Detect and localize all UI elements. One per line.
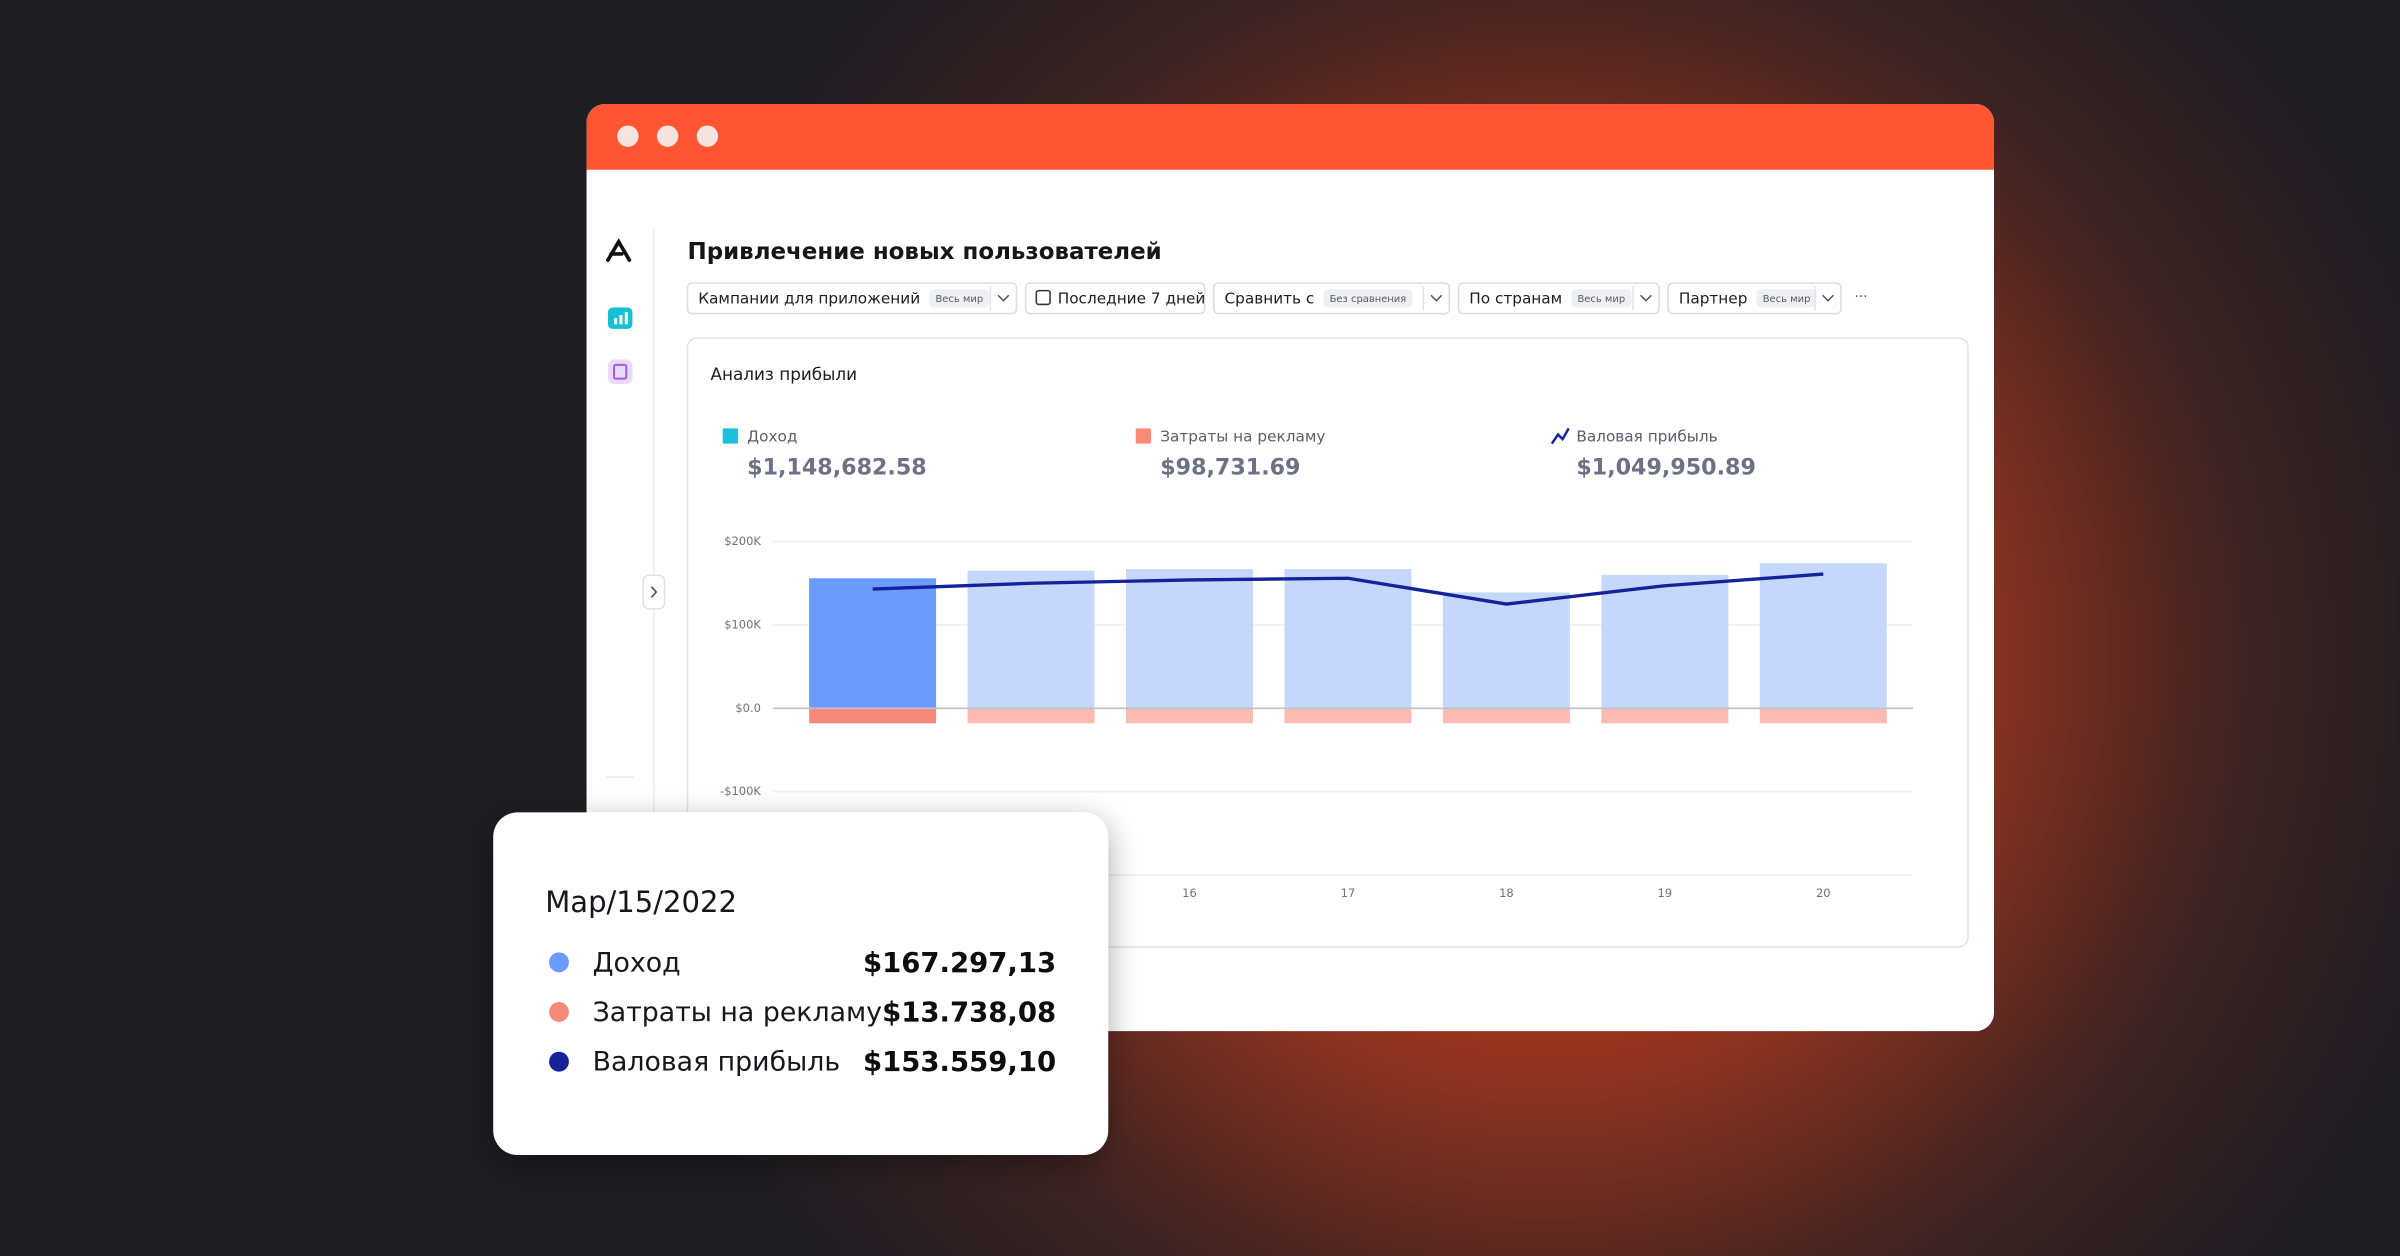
legend-line-icon <box>1550 427 1570 445</box>
chevron <box>1640 294 1652 302</box>
title-bar <box>586 104 1994 170</box>
tooltip-value: $167.297,13 <box>863 947 1056 979</box>
filter-label: По странам <box>1469 290 1562 308</box>
legend-swatch <box>722 428 738 444</box>
tooltip-dot <box>549 1051 569 1072</box>
filter-badge-text: Весь мир <box>1578 294 1626 305</box>
filter-label: Партнер <box>1679 290 1748 308</box>
y-tick-label: -$100K <box>720 784 761 798</box>
chevron <box>1822 294 1834 302</box>
tooltip-value: $13.738,08 <box>882 997 1056 1029</box>
bar[interactable] <box>1284 708 1412 724</box>
bar[interactable] <box>1442 708 1570 724</box>
icon-detail <box>619 315 623 325</box>
legend-total: $98,731.69 <box>1160 455 1300 481</box>
tooltip-value: $153.559,10 <box>863 1046 1056 1078</box>
window-dot[interactable] <box>696 125 719 147</box>
bar[interactable] <box>1759 708 1887 724</box>
tooltip-dot <box>549 1002 569 1022</box>
filter-badge <box>929 289 990 308</box>
filter-badge <box>1756 289 1817 308</box>
more-button[interactable]: ··· <box>1854 289 1867 305</box>
tooltip-name: Валовая прибыль <box>593 1047 840 1078</box>
filter-dropdown[interactable]: Партнер Весь мир <box>1667 282 1842 315</box>
page-title: Привлечение новых пользователей <box>688 239 1162 265</box>
logo[interactable] <box>606 238 632 262</box>
filter-label: Последние 7 дней <box>1058 290 1206 308</box>
chevron <box>650 586 658 598</box>
legend-total: $1,049,950.89 <box>1576 455 1756 481</box>
bar[interactable] <box>1442 592 1570 709</box>
sidebar-icon-reports[interactable] <box>607 359 633 384</box>
tooltip-date: Мар/15/2022 <box>545 885 737 919</box>
filter-badge-text: Весь мир <box>935 294 983 305</box>
bar[interactable] <box>1126 708 1253 724</box>
tooltip-dot <box>549 952 569 973</box>
tooltip-card <box>493 812 1109 1156</box>
y-tick-label: $0.0 <box>735 701 761 715</box>
filter-label: Кампании для приложений <box>698 290 920 308</box>
bar[interactable] <box>1601 708 1729 724</box>
bar[interactable] <box>809 708 937 724</box>
legend-label: Валовая прибыль <box>1576 427 1717 445</box>
bar[interactable] <box>1601 574 1729 709</box>
sidebar-toggle[interactable] <box>642 574 666 610</box>
icon-detail <box>613 363 628 380</box>
x-tick-label: 19 <box>1658 886 1673 900</box>
bar[interactable] <box>967 570 1095 709</box>
x-tick-label: 18 <box>1499 886 1514 900</box>
legend-label: Затраты на рекламу <box>1160 427 1325 445</box>
calendar-icon <box>1035 289 1051 306</box>
icon-detail <box>614 318 618 325</box>
tooltip: Мар/15/2022 Доход $167.297,13 Затраты на ре… <box>493 812 1109 1156</box>
y-tick-label: $100K <box>724 617 761 631</box>
filter-dropdown[interactable]: По странам Весь мир <box>1457 282 1660 315</box>
legend-label: Доход <box>747 427 797 445</box>
profit-line <box>872 572 1824 606</box>
tooltip-name: Затраты на рекламу <box>593 997 883 1028</box>
filter-badge-text: Без сравнения <box>1330 294 1407 305</box>
x-tick-label: 17 <box>1341 886 1356 900</box>
filter-badge-text: Весь мир <box>1763 294 1811 305</box>
x-tick-label: 16 <box>1182 886 1197 900</box>
filter-badge <box>1323 289 1413 308</box>
chevron <box>997 294 1010 302</box>
bar[interactable] <box>809 578 937 709</box>
filter-badge <box>1571 289 1632 308</box>
window-dot[interactable] <box>656 125 679 147</box>
filter-dropdown[interactable]: Кампании для приложений Весь мир <box>686 282 1018 315</box>
bar[interactable] <box>1759 563 1887 709</box>
filter-label: Сравнить с <box>1224 290 1314 308</box>
bar[interactable] <box>1284 569 1412 709</box>
icon-detail <box>624 312 628 325</box>
legend-swatch <box>1135 428 1152 444</box>
filter-box <box>1024 282 1206 315</box>
y-tick-label: $200K <box>724 534 761 548</box>
chevron <box>1430 294 1443 302</box>
window-dot[interactable] <box>617 125 639 147</box>
filter-dropdown[interactable]: Сравнить с Без сравнения <box>1213 282 1451 315</box>
filter-dropdown[interactable]: Последние 7 дней <box>1024 282 1206 315</box>
bar[interactable] <box>967 708 1095 724</box>
bar[interactable] <box>1126 569 1253 709</box>
tooltip-name: Доход <box>593 947 681 978</box>
card-title: Анализ прибыли <box>710 364 857 384</box>
x-tick-label: 20 <box>1816 886 1831 900</box>
legend-total: $1,148,682.58 <box>747 455 927 481</box>
